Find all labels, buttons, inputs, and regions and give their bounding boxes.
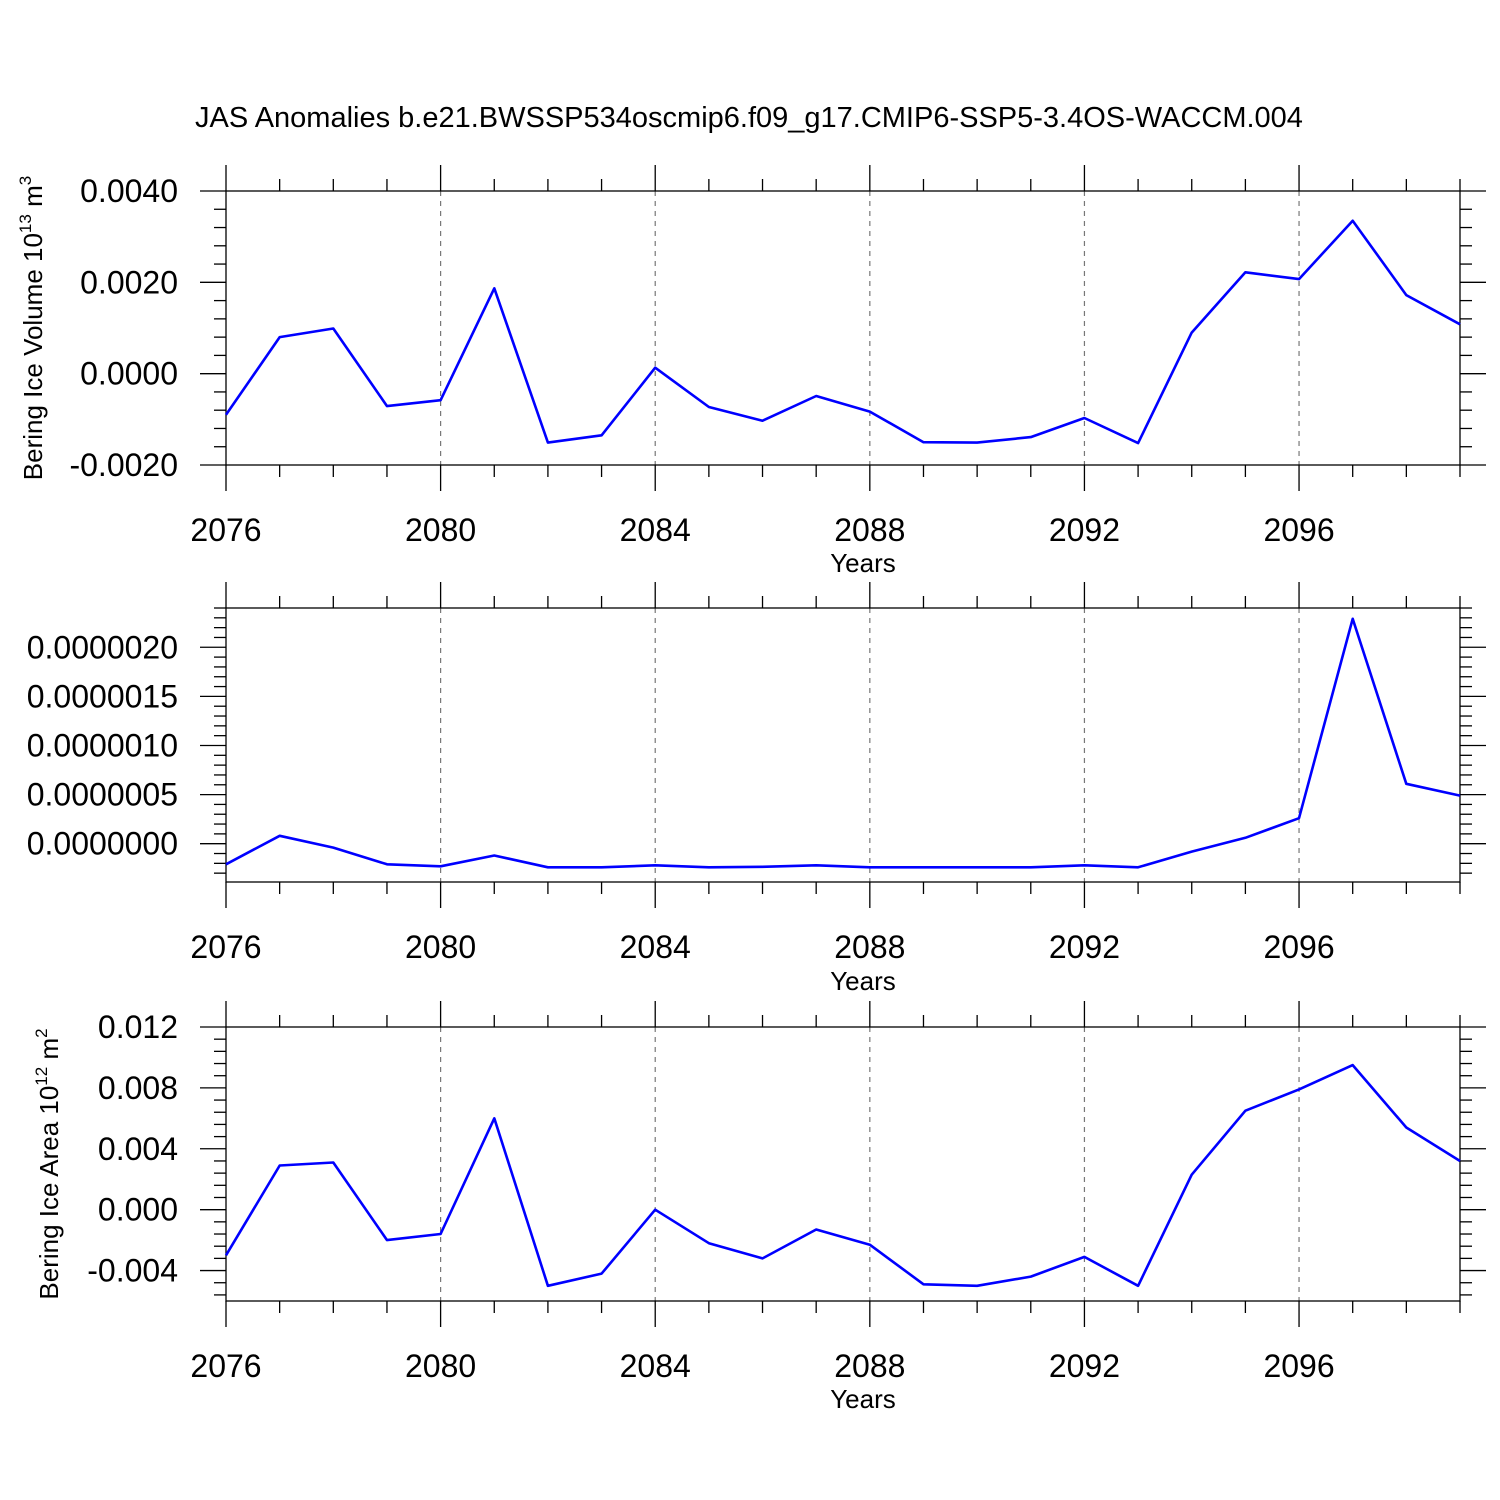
- x-tick-label: 2084: [620, 929, 691, 965]
- y-axis-label-sup: 13: [16, 214, 35, 233]
- y-tick-label: 0.0000000: [27, 826, 178, 862]
- y-tick-label: 0.0000020: [27, 629, 178, 665]
- y-axis-label-unit-sup: 3: [16, 176, 35, 185]
- x-tick-label: 2096: [1263, 1348, 1334, 1384]
- x-tick-label: 2080: [405, 512, 476, 548]
- x-tick-label: 2096: [1263, 512, 1334, 548]
- x-tick-label: 2080: [405, 1348, 476, 1384]
- y-axis-label: Bering Ice Volume 1013 m3: [16, 176, 48, 480]
- y-tick-label: 0.004: [98, 1131, 178, 1167]
- y-axis-label-unit-sup: 2: [32, 1028, 51, 1037]
- chart-panel-2: 2076 2080 2084 2088 2092 2096 Years 0.0000020 0.…: [27, 582, 1486, 996]
- y-tick-label: -0.004: [87, 1253, 178, 1289]
- x-tick-label: 2076: [190, 929, 261, 965]
- y-tick-label: 0.000: [98, 1192, 178, 1228]
- x-axis-label: Years: [830, 548, 896, 578]
- y-axis-label-unit: m: [34, 1038, 64, 1067]
- x-tick-label: 2076: [190, 512, 261, 548]
- x-tick-label: 2088: [834, 929, 905, 965]
- y-tick-label: 0.008: [98, 1070, 178, 1106]
- x-axis-label: Years: [830, 1384, 896, 1414]
- figure-title: JAS Anomalies b.e21.BWSSP534oscmip6.f09_…: [195, 102, 1303, 134]
- x-axis-label: Years: [830, 966, 896, 996]
- chart-panel-1: 2076 2080 2084 2088 2092 2096 Years 0.0040 0.002…: [16, 165, 1486, 578]
- y-tick-label: 0.0000: [80, 356, 178, 392]
- chart-panel-3: 2076 2080 2084 2088 2092 2096 Years 0.012 0.008 0…: [32, 1001, 1486, 1414]
- x-tick-label: 2076: [190, 1348, 261, 1384]
- series-line: [225, 617, 1461, 869]
- plot-frame: [225, 1026, 1461, 1302]
- y-tick-label: 0.0000015: [27, 678, 178, 714]
- y-tick-label: 0.0000005: [27, 777, 178, 813]
- y-tick-label: 0.0000010: [27, 727, 178, 763]
- y-axis-label-text: Bering Ice Area 10: [34, 1086, 64, 1300]
- y-tick-label: 0.0040: [80, 173, 178, 209]
- y-axis-label-unit: m: [18, 185, 48, 214]
- plot-frame: [225, 607, 1461, 883]
- x-tick-label: 2088: [834, 1348, 905, 1384]
- y-tick-label: 0.0020: [80, 264, 178, 300]
- x-tick-label: 2084: [620, 1348, 691, 1384]
- y-axis-label: Bering Ice Area 1012 m2: [32, 1028, 64, 1299]
- y-axis-label-text: Bering Ice Volume 10: [18, 233, 48, 480]
- x-tick-label: 2092: [1049, 1348, 1120, 1384]
- x-tick-label: 2092: [1049, 929, 1120, 965]
- x-tick-label: 2092: [1049, 512, 1120, 548]
- plot-frame: [225, 190, 1461, 466]
- series-line: [224, 219, 1461, 445]
- x-tick-label: 2084: [620, 512, 691, 548]
- series-line: [224, 1063, 1461, 1288]
- y-tick-label: 0.012: [98, 1009, 178, 1045]
- x-tick-label: 2080: [405, 929, 476, 965]
- y-tick-label: -0.0020: [69, 447, 178, 483]
- x-tick-label: 2088: [834, 512, 905, 548]
- x-tick-label: 2096: [1263, 929, 1334, 965]
- y-axis-label-sup: 12: [32, 1067, 51, 1086]
